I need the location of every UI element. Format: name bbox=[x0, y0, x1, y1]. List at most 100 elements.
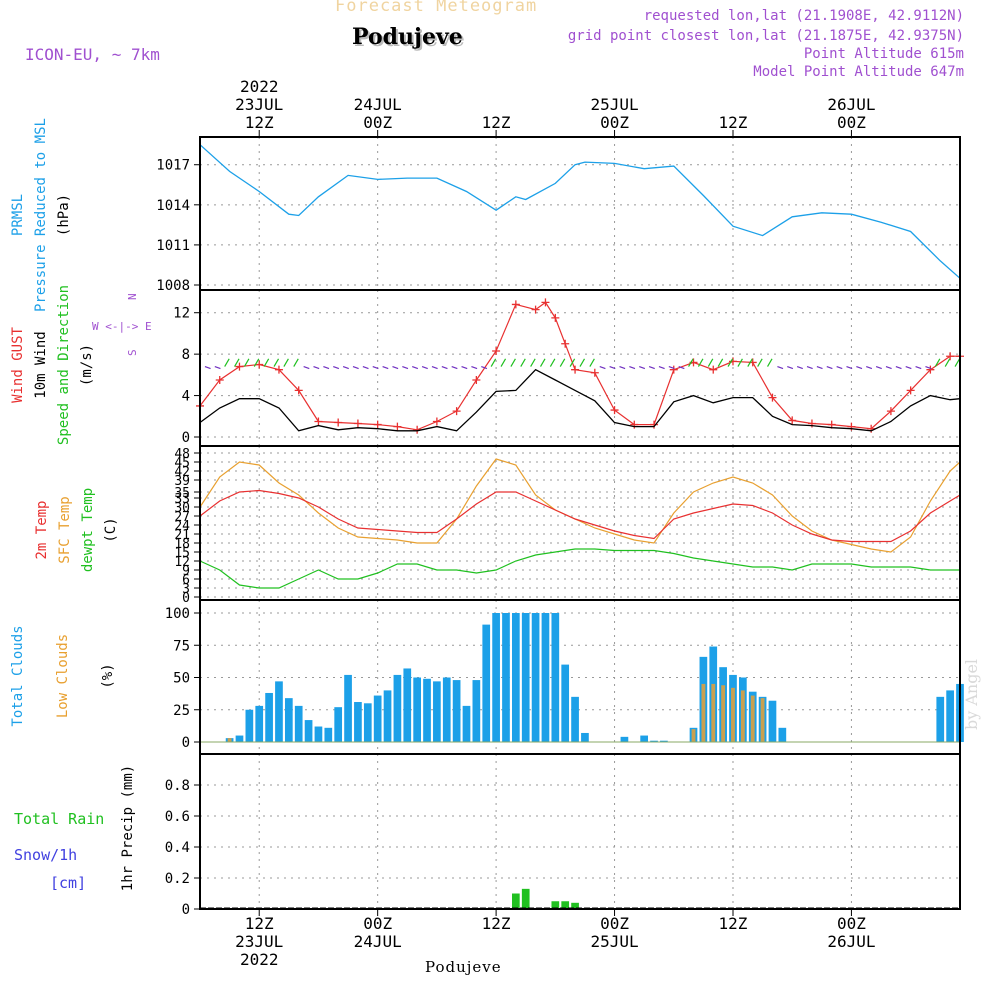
panel-axis-label: 10m Wind bbox=[33, 331, 49, 398]
total-cloud-bar bbox=[778, 727, 787, 742]
wind-direction-arrow bbox=[796, 366, 803, 370]
time-label-bottom: 12Z bbox=[482, 914, 511, 933]
total-cloud-bar bbox=[521, 613, 530, 742]
total-cloud-bar bbox=[354, 702, 362, 742]
time-label-top: 00Z bbox=[837, 113, 866, 132]
panel-axis-label: (hPa) bbox=[56, 194, 72, 236]
wind-direction-arrow bbox=[392, 366, 399, 370]
gust-marker bbox=[492, 347, 501, 356]
y-tick-label: 18 bbox=[174, 537, 190, 552]
total-cloud-bar bbox=[581, 732, 589, 742]
time-label-top: 12Z bbox=[482, 113, 511, 132]
total-cloud-bar bbox=[423, 678, 431, 742]
panel-axis-label: 1hr Precip (mm) bbox=[120, 765, 136, 891]
total-cloud-bar bbox=[640, 735, 649, 742]
wind-direction-arrow bbox=[412, 366, 419, 370]
y-tick-label: 0.8 bbox=[165, 778, 190, 794]
wind-direction-arrow bbox=[895, 366, 902, 370]
time-label-top: 12Z bbox=[719, 113, 748, 132]
wind-direction-arrow bbox=[352, 366, 359, 370]
wind-direction-arrow bbox=[806, 366, 813, 370]
gust-marker bbox=[334, 418, 343, 427]
total-cloud-bar bbox=[452, 680, 461, 742]
y-tick-label: 0.4 bbox=[165, 840, 190, 856]
wind-direction-arrow bbox=[530, 358, 536, 367]
gust-marker bbox=[650, 420, 659, 429]
wind-direction-arrow bbox=[648, 366, 655, 370]
wind-direction-arrow bbox=[273, 358, 280, 367]
total-cloud-bar bbox=[334, 707, 343, 742]
wind-direction-arrow bbox=[303, 366, 310, 370]
total-cloud-bar bbox=[433, 681, 441, 742]
wind-direction-arrow bbox=[481, 366, 488, 370]
total-cloud-bar bbox=[472, 680, 481, 742]
wind-direction-arrow bbox=[293, 358, 299, 367]
panel-axis-label: PRMSL bbox=[10, 194, 26, 236]
wind-direction-arrow bbox=[826, 366, 833, 370]
gust-marker bbox=[294, 386, 303, 395]
total-cloud-bar bbox=[650, 740, 658, 742]
total-cloud-bar bbox=[403, 668, 412, 742]
total-cloud-bar bbox=[314, 726, 323, 742]
y-tick-label: 1014 bbox=[156, 198, 190, 214]
gust-marker bbox=[373, 420, 382, 429]
gust-marker bbox=[768, 393, 777, 402]
grid-layer bbox=[200, 137, 960, 910]
total-cloud-bar bbox=[235, 735, 244, 742]
wind-direction-arrow bbox=[559, 358, 566, 367]
panel-axis-label: (%) bbox=[100, 663, 116, 688]
time-label-bottom: 26JUL bbox=[827, 932, 875, 951]
gust-marker bbox=[393, 422, 402, 431]
y-tick-label: 45 bbox=[174, 456, 190, 471]
y-tick-label: 12 bbox=[174, 555, 190, 570]
frame-layer bbox=[194, 130, 961, 916]
total-cloud-bar bbox=[275, 681, 283, 742]
precip-legend-label: Snow/1h bbox=[14, 846, 77, 864]
y-tick-label: 0 bbox=[182, 591, 190, 606]
time-label-top: 24JUL bbox=[354, 95, 402, 114]
total-cloud-bar bbox=[531, 613, 540, 742]
precip-legend-label: Total Rain bbox=[14, 810, 104, 828]
total-cloud-bar bbox=[511, 613, 520, 742]
panel-axis-label: Pressure Reduced to MSL bbox=[33, 118, 49, 312]
y-tick-label: 4 bbox=[182, 389, 190, 405]
y-tick-label: 35 bbox=[174, 486, 190, 501]
gust-marker bbox=[610, 406, 619, 415]
gust-marker bbox=[571, 365, 580, 374]
wind-direction-arrow bbox=[925, 366, 932, 370]
wind-direction-arrow bbox=[658, 366, 665, 370]
footer-location: Podujeve bbox=[425, 958, 502, 976]
y-tick-label: 6 bbox=[182, 573, 190, 588]
wind-direction-arrow bbox=[214, 366, 221, 370]
total-cloud-bar bbox=[768, 700, 777, 742]
gust-marker bbox=[561, 339, 570, 348]
wind-direction-arrow bbox=[856, 366, 863, 370]
total-cloud-bar bbox=[462, 705, 471, 742]
y-tick-label: 0 bbox=[182, 902, 190, 918]
panel-frame bbox=[199, 289, 961, 447]
panel-frame bbox=[199, 753, 961, 910]
panel-axis-label: (C) bbox=[103, 517, 119, 542]
wind-direction-arrow bbox=[323, 366, 330, 370]
time-label-bottom: 25JUL bbox=[590, 932, 638, 951]
y-tick-label: 0.6 bbox=[165, 809, 190, 825]
low-cloud-bar bbox=[721, 685, 726, 742]
wind-direction-arrow bbox=[885, 366, 892, 370]
y-tick-label: 75 bbox=[173, 638, 190, 654]
y-tick-label: 48 bbox=[174, 447, 190, 462]
wind-direction-arrow bbox=[569, 358, 576, 367]
precip-legend-label: [cm] bbox=[50, 874, 86, 892]
y-tick-label: 1011 bbox=[156, 238, 190, 254]
wind-direction-arrow bbox=[539, 358, 546, 367]
y-tick-label: 1008 bbox=[156, 278, 190, 294]
wind-direction-arrow bbox=[905, 366, 912, 370]
wind-direction-arrow bbox=[471, 366, 478, 370]
wind-direction-arrow bbox=[372, 366, 379, 370]
wind-direction-arrow bbox=[747, 358, 753, 367]
wind-direction-arrow bbox=[253, 358, 260, 367]
time-label-bottom: 2022 bbox=[240, 950, 279, 969]
meteogram-title: Forecast Meteogram bbox=[335, 0, 538, 16]
gust-marker bbox=[432, 417, 441, 426]
time-label-top: 23JUL bbox=[235, 95, 283, 114]
